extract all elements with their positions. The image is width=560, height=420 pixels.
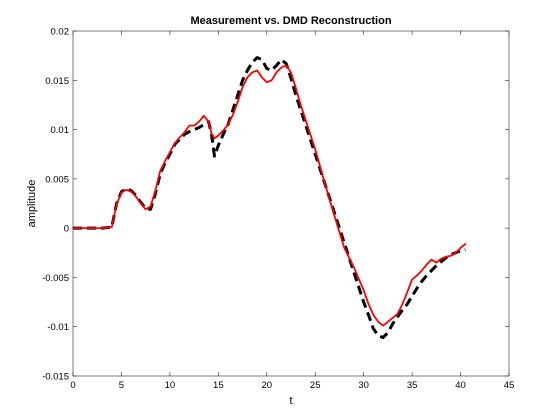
y-tick-label: 0.015 xyxy=(45,76,69,87)
x-tick-label: 30 xyxy=(358,380,369,391)
series-layer xyxy=(72,56,467,340)
y-tick-label: 0.005 xyxy=(45,174,69,185)
y-tick-label: -0.015 xyxy=(42,372,69,383)
x-tick-label: 5 xyxy=(119,380,124,391)
y-tick-label: -0.01 xyxy=(47,322,69,333)
x-tick-label: 25 xyxy=(310,380,321,391)
chart-title: Measurement vs. DMD Reconstruction xyxy=(190,15,391,27)
x-tick-label: 20 xyxy=(261,380,272,391)
series-line-measurement xyxy=(73,56,466,340)
y-tick-label: 0.02 xyxy=(51,27,70,38)
y-tick-label: 0.01 xyxy=(51,125,70,136)
x-tick-label: 35 xyxy=(407,380,418,391)
x-tick-label: 10 xyxy=(165,380,176,391)
plot-area xyxy=(72,30,510,377)
x-axis-label: t xyxy=(289,395,292,407)
x-tick-label: 0 xyxy=(70,380,75,391)
x-tick-label: 45 xyxy=(504,380,515,391)
y-tick-label: 0 xyxy=(64,224,69,235)
tick-group: 0 5 10 15 20 25 30 35 40 45 -0.015 -0.01 -0.005 0 0.00… xyxy=(42,27,514,392)
y-axis-label: amplitude xyxy=(26,180,38,228)
series-line-reconstruction xyxy=(72,64,467,327)
x-tick-label: 40 xyxy=(455,380,466,391)
y-tick-label: -0.005 xyxy=(42,273,69,284)
x-tick-label: 15 xyxy=(213,380,224,391)
